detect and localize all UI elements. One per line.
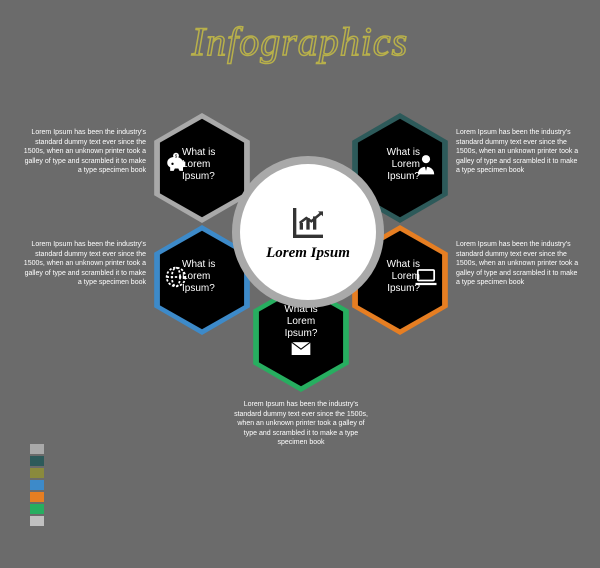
legend-swatch	[30, 516, 44, 526]
hex-label: What is Lorem Ipsum?	[182, 259, 242, 295]
legend-swatch	[30, 456, 44, 466]
desc-ml: Lorem Ipsum has been the industry's stan…	[22, 240, 146, 288]
desc-tr: Lorem Ipsum has been the industry's stan…	[456, 128, 580, 176]
growth-chart-icon	[288, 203, 328, 243]
color-legend	[30, 444, 44, 528]
hex-label: What is Lorem Ipsum?	[182, 147, 242, 183]
center-text: Lorem Ipsum	[266, 245, 350, 262]
center-circle: Lorem Ipsum	[232, 156, 384, 308]
page-title: Infographics	[0, 18, 600, 65]
desc-b: Lorem Ipsum has been the industry's stan…	[231, 400, 371, 448]
desc-mr: Lorem Ipsum has been the industry's stan…	[456, 240, 580, 288]
legend-swatch	[30, 480, 44, 490]
legend-swatch	[30, 504, 44, 514]
legend-swatch	[30, 444, 44, 454]
hex-label: What is Lorem Ipsum?	[360, 147, 420, 183]
mail-icon	[287, 334, 315, 362]
legend-swatch	[30, 468, 44, 478]
legend-swatch	[30, 492, 44, 502]
desc-tl: Lorem Ipsum has been the industry's stan…	[22, 128, 146, 176]
infographic-stage: $ What is Lorem Ipsum? Lorem Ipsum has b…	[0, 100, 600, 450]
